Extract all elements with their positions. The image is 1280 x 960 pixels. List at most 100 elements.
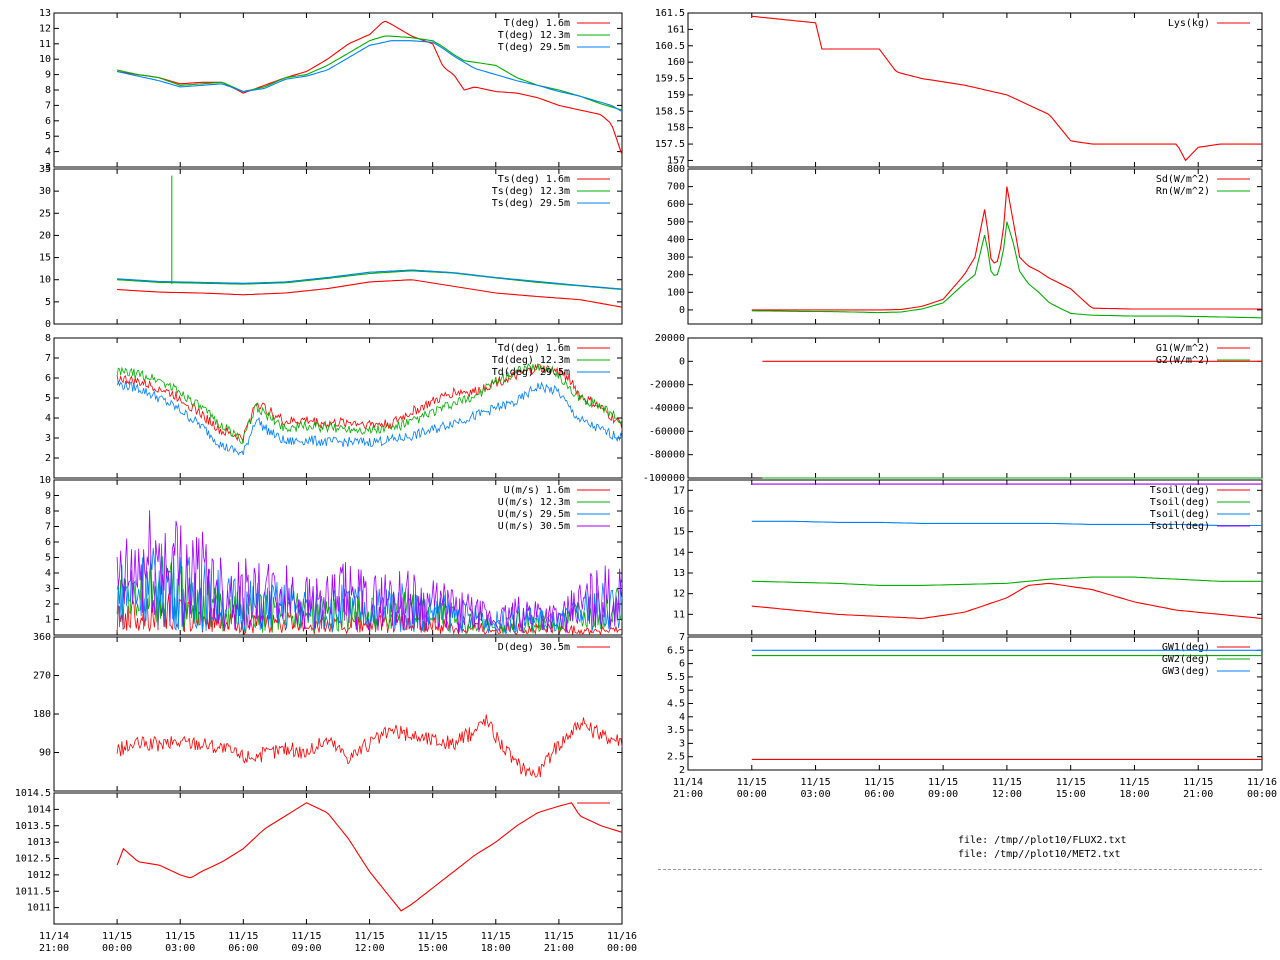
y-tick-label: 8 — [45, 85, 51, 96]
legend-label: Ts(deg) 29.5m — [492, 198, 570, 209]
y-tick-label: 270 — [33, 671, 51, 682]
y-tick-label: 5 — [45, 553, 51, 564]
file-line-flux: file: /tmp//plot10/FLUX2.txt — [958, 835, 1127, 846]
x-tick-label-left: 11/14 — [39, 931, 69, 942]
y-tick-label: 6 — [45, 373, 51, 384]
x-tick-label-right: 15:00 — [1056, 789, 1086, 800]
y-tick-label: 35 — [39, 164, 51, 175]
plot-frame — [687, 479, 1263, 636]
y-tick-label: 2 — [45, 453, 51, 464]
y-tick-label: 3 — [679, 738, 685, 749]
x-tick-label-left: 09:00 — [291, 943, 321, 954]
y-tick-label: 17 — [673, 485, 685, 496]
separator-line — [658, 869, 1262, 870]
y-tick-label: 12 — [673, 589, 685, 600]
y-tick-label: 8 — [45, 333, 51, 344]
y-tick-label: 8 — [45, 506, 51, 517]
y-tick-label: 6 — [679, 659, 685, 670]
series-line — [751, 221, 1262, 319]
y-tick-label: 7 — [45, 353, 51, 364]
y-tick-label: 1012 — [27, 870, 51, 881]
panel-left-5: 90 180 270 360 D(deg) 30.5m — [33, 632, 623, 792]
y-tick-label: 7 — [45, 522, 51, 533]
y-tick-label: 4 — [679, 712, 685, 723]
y-tick-label: 5 — [45, 297, 51, 308]
x-tick-label-right: 18:00 — [1119, 789, 1149, 800]
x-tick-label-left: 11/15 — [228, 931, 258, 942]
y-tick-label: 10 — [39, 475, 51, 486]
series-line — [116, 40, 623, 113]
file-line-met: file: /tmp//plot10/MET2.txt — [958, 849, 1121, 860]
y-tick-label: 12 — [39, 23, 51, 34]
x-tick-label-left: 11/16 — [607, 931, 637, 942]
series-line — [116, 802, 623, 912]
y-tick-label: 5 — [679, 685, 685, 696]
y-tick-label: 16 — [673, 506, 685, 517]
panel-right-5: 2 2.5 3 3.5 4 4.5 5 5.5 6 6.5 7 GW1(deg)GW2(deg)GW3… — [667, 632, 1263, 776]
y-tick-label: 200 — [667, 270, 685, 281]
y-tick-label: 5 — [45, 131, 51, 142]
series-line — [116, 714, 623, 778]
series-line — [751, 520, 1262, 527]
y-tick-label: 7 — [679, 632, 685, 643]
x-tick-label-right: 11/15 — [1056, 777, 1086, 788]
y-tick-label: 4 — [45, 147, 51, 158]
y-tick-label: 11 — [39, 39, 51, 50]
y-tick-label: 1013 — [27, 837, 51, 848]
y-tick-label: -100000 — [643, 473, 685, 484]
y-tick-label: 2 — [679, 765, 685, 776]
y-tick-label: 90 — [39, 748, 51, 759]
x-tick-label-left: 11/15 — [418, 931, 448, 942]
x-tick-label-right: 21:00 — [1183, 789, 1213, 800]
y-tick-label: 100 — [667, 287, 685, 298]
y-tick-label: 10 — [39, 54, 51, 65]
plot-frame — [687, 12, 1263, 168]
x-tick-label-left: 11/15 — [355, 931, 385, 942]
legend-label: Ts(deg) 1.6m — [498, 174, 570, 185]
x-tick-label-left: 11/15 — [165, 931, 195, 942]
x-tick-label-right: 11/15 — [864, 777, 894, 788]
legend-label: T(deg) 1.6m — [504, 18, 570, 29]
y-tick-label: 20 — [39, 230, 51, 241]
y-tick-label: 500 — [667, 217, 685, 228]
y-tick-label: 5.5 — [667, 672, 685, 683]
legend-label: D(deg) 30.5m — [498, 642, 570, 653]
legend-label: GW2(deg) — [1162, 654, 1210, 665]
x-tick-label-right: 21:00 — [673, 789, 703, 800]
legend-label: G2(W/m^2) — [1156, 355, 1210, 366]
y-tick-label: 3 — [45, 584, 51, 595]
legend-label: Tsoil(deg) — [1150, 521, 1210, 532]
x-tick-label-right: 03:00 — [801, 789, 831, 800]
legend-label: Rn(W/m^2) — [1156, 186, 1210, 197]
legend-label: G1(W/m^2) — [1156, 343, 1210, 354]
y-tick-label: -40000 — [649, 403, 685, 414]
series-line — [117, 279, 623, 308]
legend-label: Tsoil(deg) — [1150, 509, 1210, 520]
x-tick-label-right: 00:00 — [1247, 789, 1277, 800]
y-tick-label: -60000 — [649, 426, 685, 437]
y-tick-label: 160 — [667, 57, 685, 68]
x-tick-label-right: 11/14 — [673, 777, 703, 788]
plot-frame — [53, 337, 623, 479]
y-tick-label: 4.5 — [667, 699, 685, 710]
legend-label: T(deg) 12.3m — [498, 30, 570, 41]
legend-label: Td(deg) 12.3m — [492, 355, 570, 366]
series-line — [117, 20, 623, 155]
y-tick-label: 157.5 — [655, 139, 685, 150]
y-tick-label: 2.5 — [667, 752, 685, 763]
y-tick-label: 4 — [45, 413, 51, 424]
y-tick-label: 20000 — [655, 333, 685, 344]
y-tick-label: 1011.5 — [15, 886, 51, 897]
legend-label: Td(deg) 1.6m — [498, 343, 570, 354]
y-tick-label: 7 — [45, 100, 51, 111]
x-tick-label-right: 12:00 — [992, 789, 1022, 800]
x-tick-label-left: 15:00 — [418, 943, 448, 954]
legend-label: Lys(kg) — [1168, 18, 1210, 29]
x-tick-label-left: 11/15 — [102, 931, 132, 942]
y-tick-label: 159.5 — [655, 74, 685, 85]
legend-label: Td(deg) 29.5m — [492, 367, 570, 378]
y-tick-label: 1011 — [27, 903, 51, 914]
